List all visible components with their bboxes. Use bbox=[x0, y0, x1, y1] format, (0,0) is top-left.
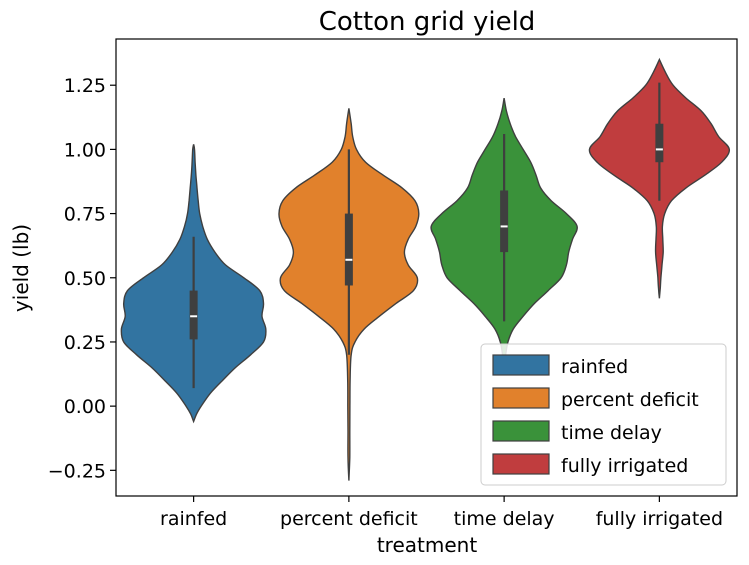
x-axis: rainfed percent deficit time delay fully ir… bbox=[160, 496, 723, 530]
legend-label: percent deficit bbox=[561, 389, 699, 411]
y-axis: −0.25 0.00 0.25 0.50 0.75 1.00 1.25 bbox=[48, 75, 116, 482]
y-tick-label: 0.25 bbox=[64, 332, 106, 354]
violin-iqr-box bbox=[189, 290, 198, 340]
legend-swatch bbox=[492, 420, 550, 442]
plot-frame bbox=[115, 38, 738, 497]
legend-label: fully irrigated bbox=[561, 455, 688, 477]
legend-swatch bbox=[492, 354, 550, 376]
y-tick-label: 1.25 bbox=[64, 75, 106, 97]
violin-layer bbox=[120, 57, 731, 481]
y-tick-label: 0.75 bbox=[64, 204, 106, 226]
violin-iqr-box bbox=[344, 213, 353, 286]
legend-swatch bbox=[492, 387, 550, 409]
y-axis-label: yield (lb) bbox=[9, 224, 33, 312]
x-tick-label: fully irrigated bbox=[596, 508, 723, 530]
y-tick-label: 1.00 bbox=[64, 139, 106, 161]
y-tick-label: 0.00 bbox=[64, 396, 106, 418]
y-tick-label: 0.50 bbox=[64, 268, 106, 290]
x-tick-label: rainfed bbox=[160, 508, 227, 530]
legend-frame bbox=[480, 343, 727, 486]
legend-label: time delay bbox=[561, 422, 662, 444]
violin-iqr-box bbox=[655, 123, 664, 163]
y-tick-label: −0.25 bbox=[48, 460, 106, 482]
x-tick-label: time delay bbox=[454, 508, 555, 530]
legend-swatch bbox=[492, 453, 550, 475]
chart-title: Cotton grid yield bbox=[319, 7, 536, 37]
legend: rainfed percent deficit time delay fully ir… bbox=[480, 343, 727, 486]
x-tick-label: percent deficit bbox=[280, 508, 418, 530]
x-axis-label: treatment bbox=[377, 533, 477, 557]
violin-iqr-box bbox=[500, 190, 509, 253]
legend-label: rainfed bbox=[561, 356, 628, 378]
